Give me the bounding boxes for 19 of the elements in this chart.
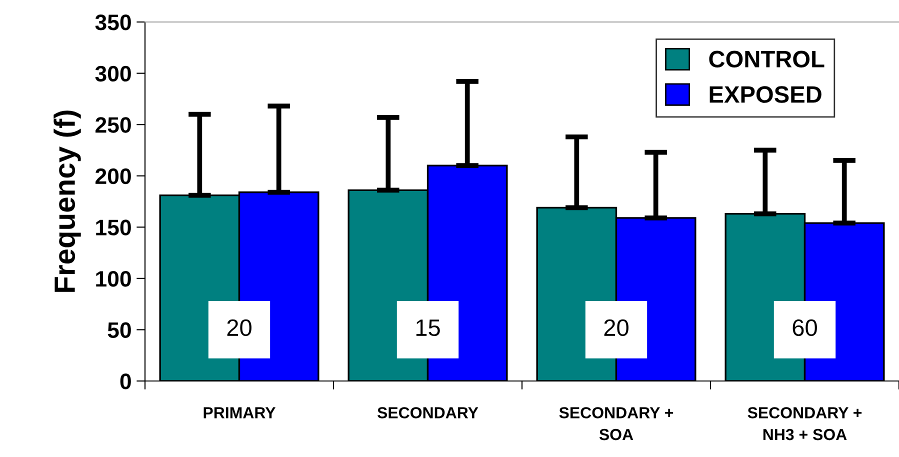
y-tick-label: 200 <box>96 168 131 184</box>
y-tick-label: 300 <box>95 66 131 82</box>
annotation: 20 <box>227 319 252 336</box>
y-tick-label: 100 <box>96 270 131 287</box>
x-tick-label: SECONDARY + NH3 + SOA <box>748 407 862 440</box>
x-tick-label: SECONDARY + SOA <box>559 407 674 440</box>
legend-label: CONTROL <box>709 50 824 68</box>
x-tick-label: SECONDARY <box>377 407 478 418</box>
legend-label: EXPOSED <box>710 86 822 103</box>
y-tick-label: 50 <box>108 322 131 338</box>
annotation: 20 <box>604 319 628 336</box>
x-tick-label: PRIMARY <box>204 407 276 418</box>
annotation: 15 <box>416 320 440 336</box>
annotation: 60 <box>792 319 817 336</box>
y-axis-title: Frequency (f) <box>54 110 81 292</box>
y-tick-label: 150 <box>96 220 131 236</box>
y-tick-label: 250 <box>96 117 131 133</box>
y-tick-label: 0 <box>120 374 131 390</box>
y-tick-label: 350 <box>95 14 131 30</box>
